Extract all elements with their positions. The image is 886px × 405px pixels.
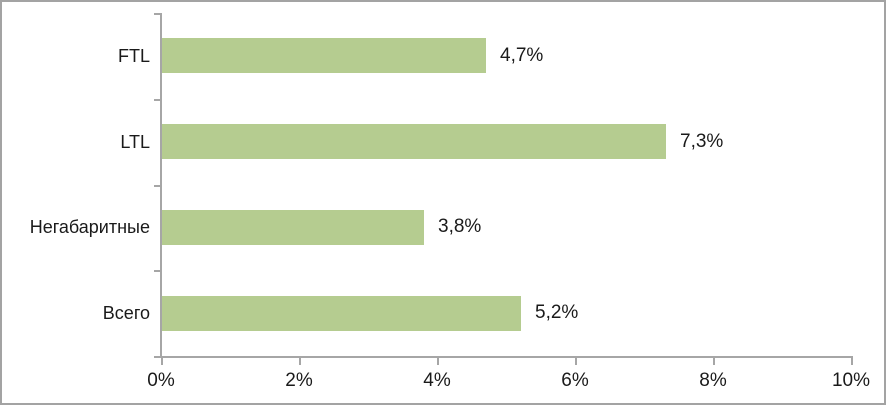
y-tick: [154, 98, 161, 101]
bar-LTL: [162, 124, 666, 159]
category-label: LTL: [120, 132, 150, 152]
x-tick-label: 2%: [285, 370, 313, 391]
y-axis: [160, 13, 162, 358]
x-tick-label: 6%: [561, 370, 589, 391]
bar-Негабаритные: [162, 210, 424, 245]
value-label: 5,2%: [535, 302, 579, 323]
x-axis: [160, 356, 852, 358]
y-tick: [154, 270, 161, 273]
y-tick: [154, 184, 161, 187]
x-tick: [161, 356, 163, 365]
y-tick: [154, 356, 161, 358]
x-tick: [299, 356, 301, 365]
value-label: 7,3%: [680, 131, 724, 152]
x-tick-label: 10%: [831, 370, 871, 391]
x-tick: [713, 356, 715, 365]
bar-Всего: [162, 296, 521, 331]
category-label: Всего: [102, 303, 150, 323]
category-label: FTL: [117, 46, 150, 66]
x-tick: [437, 356, 439, 365]
value-label: 3,8%: [438, 216, 482, 237]
y-tick: [154, 13, 161, 15]
category-label: Негабаритные: [29, 217, 150, 237]
x-tick: [575, 356, 577, 365]
x-tick-label: 8%: [699, 370, 727, 391]
bar-FTL: [162, 38, 486, 73]
x-tick-label: 4%: [423, 370, 451, 391]
x-tick: [851, 356, 853, 365]
x-tick-label: 0%: [147, 370, 175, 391]
value-label: 4,7%: [500, 45, 544, 66]
